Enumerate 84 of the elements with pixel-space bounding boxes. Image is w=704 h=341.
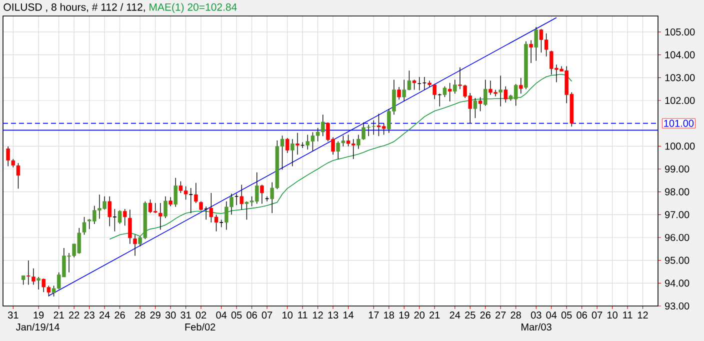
x-tick-label: 02 [196,312,206,319]
x2-tick-label: Feb/02 [185,323,216,331]
candlestick [290,138,294,167]
x-tick-label: 18 [384,312,394,319]
y-tick-label: 100.00 [665,142,695,150]
x-tick-label: 24 [99,312,110,319]
y-tick-label: 104.00 [665,51,695,58]
x-tick-label: 26 [114,312,125,319]
x-tick-label: 05 [231,312,242,319]
x-tick-label: 05 [561,312,572,319]
y-tick-label: 93.00 [665,302,690,310]
x-tick-label: 25 [465,312,476,319]
x-tick-label: 12 [313,312,323,319]
x-tick-label: 04 [546,312,557,319]
candlestick [122,208,127,226]
y-tick-label: 96.00 [665,234,690,242]
x-tick-label: 26 [480,312,490,319]
x-tick-label: 23 [84,312,94,319]
candlestick [448,82,452,102]
y-tick-label: 105.00 [665,28,695,36]
x-tick-label: 17 [368,312,379,318]
x-tick-label: 31 [8,312,18,319]
x2-tick-label: Mar/03 [522,323,552,331]
candlestick [21,275,26,286]
candlestick [26,260,30,286]
candlestick [397,86,401,100]
y-tick-label: 95.00 [665,256,690,264]
x-tick-label: 10 [608,312,618,319]
x-tick-label: 06 [576,312,587,319]
x-tick-label: 06 [246,312,257,319]
candlestick [128,209,132,244]
chart-title: OILUSD , 8 hours, # 112 / 112, [4,3,145,12]
candlestick [483,79,488,106]
y-tick-label: 94.00 [665,280,690,287]
y-tick-label: 97.00 [665,211,690,218]
x-tick-label: 30 [165,312,176,319]
x-tick-label: 07 [592,312,602,319]
x-tick-label: 27 [496,312,506,319]
x-tick-label: 10 [282,312,293,319]
candlestick [285,138,290,154]
y-tick-label: 99.00 [665,165,690,173]
candlestick [158,202,162,230]
candlestick [529,40,533,64]
y-tick-label: 103.00 [665,74,695,82]
candlestick [174,178,178,208]
y-tick-label: 98.00 [665,188,690,196]
ref-line-label: 101.00 [664,120,694,127]
x-tick-label: 04 [216,312,227,319]
x-tick-label: 14 [343,312,354,318]
y-tick-label: 102.00 [665,96,695,104]
x-tick-label: 11 [298,312,308,318]
x-tick-label: 19 [34,312,44,319]
x-tick-label: 19 [399,312,410,319]
candlestick [519,78,523,94]
x-tick-label: 28 [510,312,521,319]
candlestick [498,75,502,107]
candlestick [168,196,172,207]
x-tick-label: 21 [430,312,440,319]
x-tick-label: 21 [54,312,64,319]
candlestick [478,96,482,112]
candlestick [32,268,36,286]
candlestick [133,234,137,256]
candlestick [473,98,478,118]
candlestick [453,79,457,94]
candlestick [260,184,264,204]
x-tick-label: 29 [150,312,160,319]
candlestick [504,86,508,103]
candlestick [164,196,168,218]
x-tick-label: 11 [623,312,632,318]
x-tick-label: 03 [530,312,542,319]
candlestick [82,216,86,236]
x-tick-label: 20 [414,312,425,319]
x-tick-label: 24 [450,312,460,319]
x-tick-label: 13 [328,312,338,319]
x-tick-label: 28 [135,312,146,319]
candlestick [534,26,538,62]
candlestick [36,276,40,290]
x-tick-label: 22 [69,312,80,319]
candlestick [412,79,416,90]
text: MAE(1) 20=102.84 [150,3,237,13]
x-tick-label: 07 [262,312,272,319]
x2-tick-label: Jan/19/14 [16,323,60,331]
x-tick-label: 31 [180,312,191,319]
x-tick-label: 12 [638,312,648,319]
